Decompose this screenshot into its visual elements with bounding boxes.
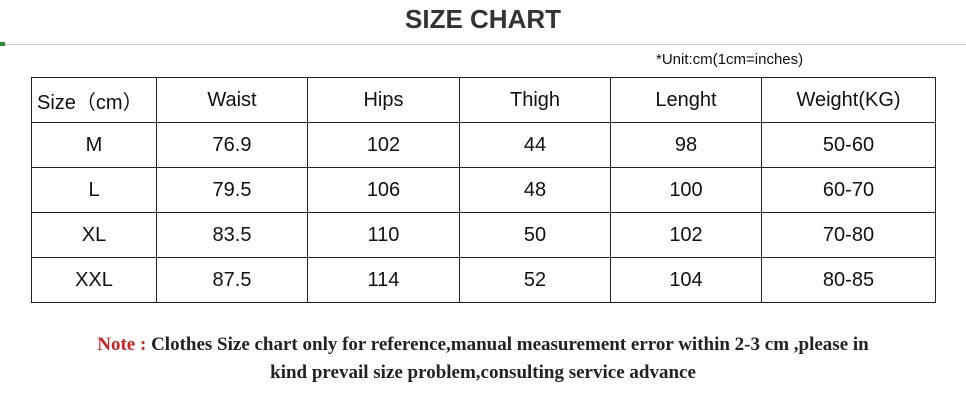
table-cell: 76.9 bbox=[156, 122, 308, 168]
table-cell: 87.5 bbox=[156, 257, 308, 303]
title: SIZE CHART bbox=[405, 4, 561, 34]
table-cell: 60-70 bbox=[761, 167, 936, 213]
note-text: Clothes Size chart only for reference,ma… bbox=[151, 334, 869, 355]
table-cell: 98 bbox=[610, 122, 762, 168]
table-cell: 102 bbox=[307, 122, 460, 168]
column-header: Lenght bbox=[610, 77, 762, 123]
header-row: Size（cm） Waist Hips Thigh Lenght Weight(KG) bbox=[31, 77, 936, 123]
table-body: Size（cm） Waist Hips Thigh Lenght Weight(KG) M 7… bbox=[31, 77, 936, 303]
note-line: Note : Clothes Size chart only for refer… bbox=[0, 331, 966, 359]
table-cell: M bbox=[31, 122, 157, 168]
table-row: XXL 87.5 114 52 104 80-85 bbox=[31, 257, 936, 303]
table-cell: 80-85 bbox=[761, 257, 936, 303]
note: Note : Clothes Size chart only for refer… bbox=[0, 331, 966, 387]
table-cell: L bbox=[31, 167, 157, 213]
table-cell: 50 bbox=[459, 212, 611, 258]
column-header: Weight(KG) bbox=[761, 77, 936, 123]
table-cell: 83.5 bbox=[156, 212, 308, 258]
table-row: M 76.9 102 44 98 50-60 bbox=[31, 122, 936, 168]
table-cell: 48 bbox=[459, 167, 611, 213]
note-line: kind prevail size problem,consulting ser… bbox=[270, 362, 696, 383]
table-cell: 44 bbox=[459, 122, 611, 168]
table-cell: 114 bbox=[307, 257, 460, 303]
size-table: Size（cm） Waist Hips Thigh Lenght Weight(KG) M 7… bbox=[31, 77, 936, 303]
table-cell: XXL bbox=[31, 257, 157, 303]
table-cell: 50-60 bbox=[761, 122, 936, 168]
table-cell: 52 bbox=[459, 257, 611, 303]
table-cell: XL bbox=[31, 212, 157, 258]
note-label: Note : bbox=[97, 334, 147, 355]
table-row: L 79.5 106 48 100 60-70 bbox=[31, 167, 936, 213]
table-cell: 106 bbox=[307, 167, 460, 213]
table-cell: 104 bbox=[610, 257, 762, 303]
table-cell: 100 bbox=[610, 167, 762, 213]
column-header: Hips bbox=[307, 77, 460, 123]
table-row: XL 83.5 110 50 102 70-80 bbox=[31, 212, 936, 258]
divider bbox=[0, 44, 966, 45]
table-cell: 79.5 bbox=[156, 167, 308, 213]
column-header: Waist bbox=[156, 77, 308, 123]
column-header: Size（cm） bbox=[31, 77, 157, 123]
table-cell: 70-80 bbox=[761, 212, 936, 258]
column-header: Thigh bbox=[459, 77, 611, 123]
table-cell: 110 bbox=[307, 212, 460, 258]
divider-mark bbox=[0, 42, 5, 46]
unit-note: *Unit:cm(1cm=inches) bbox=[656, 51, 804, 68]
table-cell: 102 bbox=[610, 212, 762, 258]
